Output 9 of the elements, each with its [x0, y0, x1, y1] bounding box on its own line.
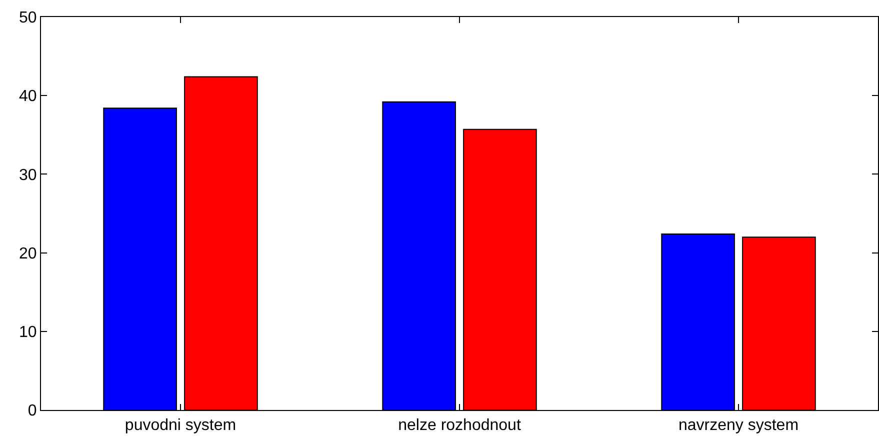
y-tick-label: 20	[19, 245, 37, 262]
y-tick-label: 30	[19, 166, 37, 184]
x-tick-label: navrzeny system	[678, 417, 799, 434]
y-tick-label: 40	[19, 88, 37, 106]
y-tick-label: 0	[28, 402, 37, 420]
y-tick-label: 50	[19, 10, 37, 27]
y-tick-label: 10	[19, 324, 37, 341]
x-tick-label: nelze rozhodnout	[398, 417, 522, 434]
x-tick-label: puvodni system	[124, 417, 236, 434]
